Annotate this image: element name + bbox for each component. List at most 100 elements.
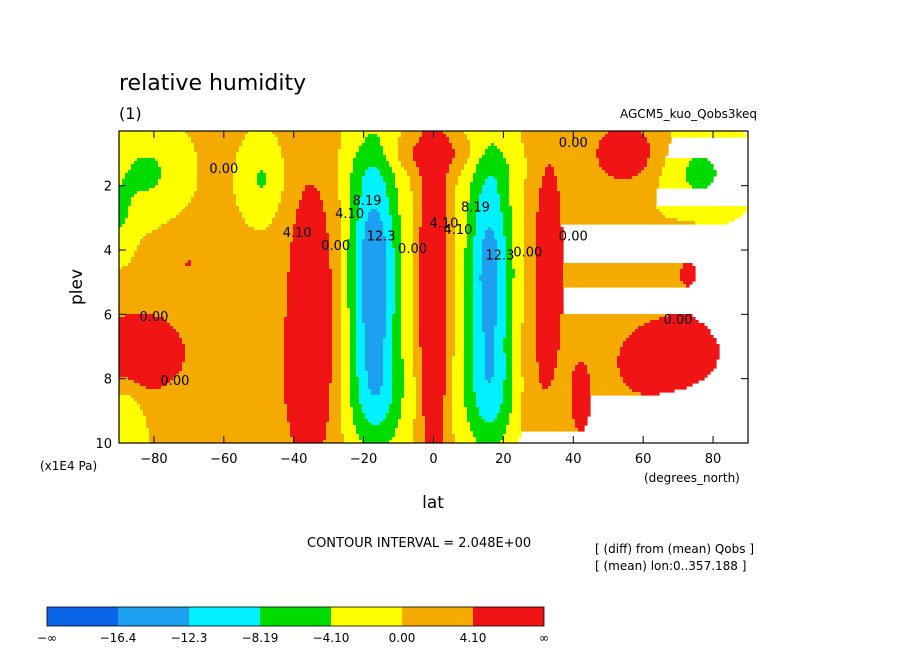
field-cell: [329, 248, 342, 252]
field-cell: [392, 377, 405, 381]
field-cell: [419, 308, 447, 312]
field-cell: [416, 392, 423, 396]
field-cell: [413, 359, 423, 363]
field-cell: [527, 176, 543, 180]
field-cell: [470, 194, 480, 198]
field-cell: [506, 365, 513, 369]
field-cell: [521, 425, 576, 429]
field-cell: [365, 137, 381, 141]
field-cell: [383, 179, 396, 183]
field-cell: [356, 251, 363, 255]
field-cell: [131, 164, 159, 168]
field-cell: [341, 386, 351, 390]
field-cell: [413, 371, 423, 375]
field-cell: [260, 170, 264, 174]
field-cell: [452, 368, 465, 372]
field-cell: [401, 161, 417, 165]
field-cell: [353, 167, 369, 171]
field-cell: [401, 269, 414, 273]
field-cell: [524, 311, 537, 315]
field-cell: [506, 293, 513, 297]
field-cell: [491, 377, 507, 381]
field-cell: [422, 194, 447, 198]
field-cell: [560, 338, 627, 342]
field-cell: [134, 251, 291, 255]
field-cell: [401, 335, 414, 339]
field-cell: [554, 371, 573, 375]
field-cell: [284, 356, 333, 360]
field-cell: [161, 167, 198, 171]
field-cell: [476, 215, 504, 219]
field-cell: [392, 326, 402, 330]
field-cell: [509, 164, 528, 168]
field-cell: [419, 326, 447, 330]
field-cell: [341, 374, 351, 378]
field-cell: [506, 335, 513, 339]
field-cell: [398, 425, 414, 429]
field-cell: [392, 398, 402, 402]
field-cell: [389, 440, 414, 443]
field-cell: [419, 311, 447, 315]
field-cell: [503, 401, 513, 405]
field-cell: [455, 353, 465, 357]
field-cell: [590, 386, 630, 390]
field-cell: [473, 374, 486, 378]
field-cell: [347, 293, 357, 297]
field-cell: [422, 215, 447, 219]
field-cell: [155, 314, 288, 318]
field-cell: [356, 365, 366, 369]
field-cell: [425, 431, 444, 435]
field-cell: [455, 440, 477, 443]
field-cell: [401, 278, 414, 282]
field-cell: [422, 191, 447, 195]
field-cell: [524, 230, 537, 234]
field-cell: [488, 227, 492, 231]
colorbar: −∞ −16.4 −12.3 −8.19 −4.10 0.00 4.10 ∞: [37, 606, 549, 645]
field-cell: [134, 398, 285, 402]
field-cell: [446, 260, 456, 264]
field-cell: [512, 251, 525, 255]
field-cell: [467, 218, 477, 222]
field-cell: [524, 260, 537, 264]
field-cell: [413, 251, 420, 255]
field-cell: [620, 374, 708, 378]
field-cell: [134, 194, 195, 198]
field-cell: [347, 266, 357, 270]
field-cell: [356, 296, 363, 300]
field-cell: [671, 134, 747, 138]
field-cell: [578, 362, 585, 366]
field-cell: [464, 263, 474, 267]
field-cell: [359, 437, 393, 441]
field-cell: [446, 236, 456, 240]
field-cell: [455, 305, 465, 309]
field-cell: [455, 260, 465, 264]
field-cell: [425, 416, 444, 420]
field-cell: [329, 404, 342, 408]
field-cell: [332, 284, 342, 288]
field-cell: [269, 224, 294, 228]
field-cell: [341, 431, 357, 435]
field-cell: [404, 377, 417, 381]
field-cell: [422, 383, 447, 387]
field-cell: [536, 263, 564, 267]
field-cell: [137, 158, 156, 162]
field-cell: [464, 356, 474, 360]
field-cell: [461, 170, 477, 174]
field-cell: [659, 209, 747, 213]
field-cell: [542, 386, 549, 390]
field-cell: [524, 200, 540, 204]
field-cell: [359, 377, 369, 381]
field-cell: [119, 302, 288, 306]
field-cell: [446, 368, 453, 372]
field-cell: [191, 140, 243, 144]
field-cell: [398, 146, 414, 150]
field-cell: [464, 383, 474, 387]
field-cell: [473, 386, 504, 390]
y-axis-label: plev: [67, 269, 87, 305]
field-cell: [512, 347, 522, 351]
field-cell: [356, 431, 396, 435]
field-cell: [554, 167, 603, 171]
field-cell: [287, 416, 330, 420]
field-cell: [419, 137, 450, 141]
field-cell: [455, 278, 465, 282]
